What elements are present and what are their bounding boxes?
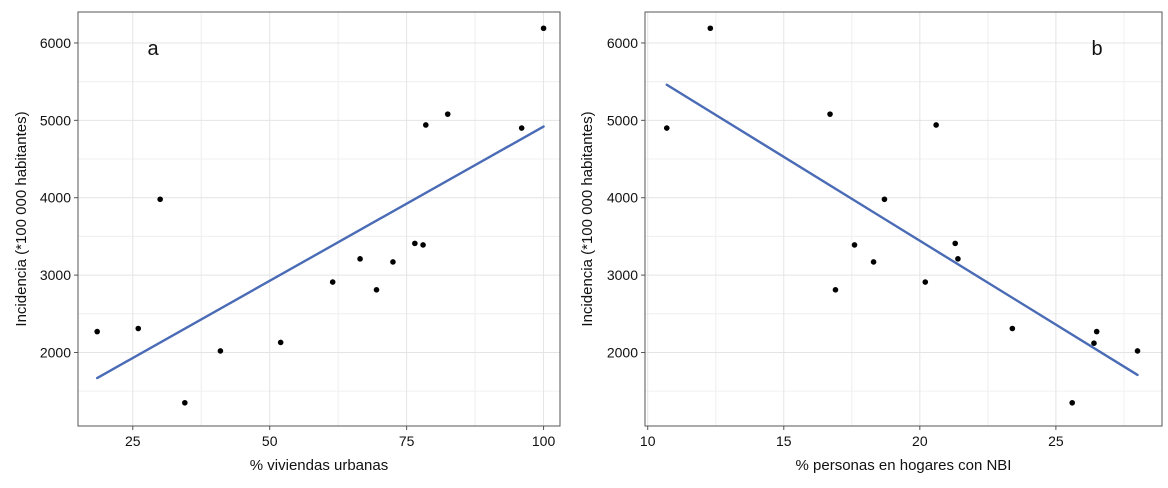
data-point	[420, 242, 426, 248]
data-point	[881, 196, 888, 203]
x-axis-title: % viviendas urbanas	[250, 457, 388, 474]
y-tick-label: 2000	[607, 344, 638, 360]
data-point	[1091, 340, 1097, 347]
panel-b-label: b	[1091, 38, 1102, 60]
y-axis-title: Incidencia (*100 000 habitantes)	[13, 111, 30, 326]
panel-a-label: a	[147, 38, 159, 60]
y-tick-label: 6000	[40, 35, 71, 51]
x-tick-label: 75	[399, 433, 415, 449]
data-point	[1009, 325, 1016, 332]
data-point	[922, 279, 929, 285]
y-tick-label: 3000	[40, 267, 71, 283]
data-point	[933, 122, 939, 128]
data-point	[663, 125, 670, 131]
data-point	[373, 287, 380, 293]
data-point	[1134, 348, 1141, 354]
data-point	[1069, 399, 1076, 406]
data-point	[182, 399, 188, 406]
data-point	[870, 259, 877, 265]
y-tick-label: 6000	[607, 35, 638, 51]
data-point	[955, 256, 961, 262]
panel-b: 10 15 20 25 2000 3000 4000 5000 6000 % personas e…	[579, 11, 1163, 474]
y-tick-label: 3000	[607, 267, 638, 283]
data-point	[952, 240, 958, 247]
plot-area-border	[644, 11, 1163, 427]
grid	[78, 12, 560, 426]
y-tick-label: 4000	[40, 190, 71, 206]
data-point	[540, 25, 547, 32]
x-tick-label: 25	[125, 433, 141, 449]
x-axis-title: % personas en hogares con NBI	[796, 457, 1012, 474]
grid	[645, 12, 1162, 426]
data-point	[157, 196, 163, 203]
y-axis-title: Incidencia (*100 000 habitantes)	[579, 111, 596, 326]
x-tick-label: 15	[776, 433, 792, 449]
x-tick-label: 10	[640, 433, 656, 449]
data-point	[217, 348, 224, 354]
plot-area-border	[77, 11, 561, 427]
x-tick-label: 20	[912, 433, 928, 449]
data-point	[851, 242, 858, 248]
data-point	[423, 122, 429, 128]
data-point	[135, 325, 142, 332]
y-tick-label: 4000	[607, 190, 638, 206]
data-point	[707, 25, 714, 32]
data-point	[412, 240, 418, 247]
data-point	[444, 111, 451, 117]
trend-line	[95, 125, 545, 380]
data-point	[277, 339, 284, 346]
trend-line	[665, 83, 1139, 377]
y-tick-label: 5000	[40, 112, 71, 128]
data-point	[94, 328, 100, 335]
data-point	[518, 125, 525, 131]
panel-a: 25 50 75 100 2000 3000 4000 5000 6000 % viviendas…	[13, 11, 561, 474]
data-point	[390, 259, 396, 265]
y-tick-label: 2000	[40, 344, 71, 360]
x-tick-label: 25	[1048, 433, 1064, 449]
data-point	[827, 111, 833, 117]
data-point	[357, 256, 363, 262]
data-point	[329, 279, 336, 285]
y-tick-label: 5000	[607, 112, 638, 128]
data-point	[1093, 328, 1100, 335]
x-tick-label: 100	[532, 433, 556, 449]
data-point	[832, 287, 839, 293]
x-tick-label: 50	[262, 433, 278, 449]
